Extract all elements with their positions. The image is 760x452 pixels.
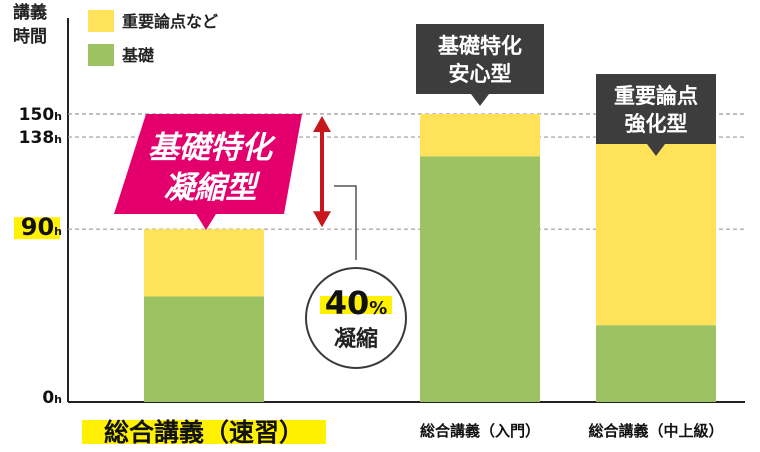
tick-highlight [14, 217, 60, 240]
category-label: 総合講義（中上級） [588, 422, 723, 440]
badge-leader-line [334, 185, 357, 260]
legend-label: 基礎 [121, 46, 155, 65]
category-highlight [82, 420, 326, 444]
callout-dark-text: 基礎特化 [438, 34, 522, 58]
callout-pink-text: 凝縮型 [164, 170, 261, 206]
callout-dark-box [416, 24, 544, 94]
y-tick-label: 150h [19, 105, 62, 125]
reduction-badge-circle [305, 267, 407, 369]
callout-dark-pointer [647, 144, 665, 156]
callout-dark-box [596, 74, 716, 144]
legend-swatch [88, 10, 114, 32]
y-tick-label: 90h [21, 213, 62, 241]
callout-pink-box [114, 114, 302, 214]
bar-segment [420, 114, 540, 157]
category-label: 総合講義（入門） [420, 422, 540, 440]
callout-pink-text: 基礎特化 [148, 130, 276, 166]
reduction-badge-value: 40% [325, 284, 388, 322]
y-axis-title: 時間 [13, 26, 47, 47]
reduction-arrow-head-up [313, 116, 331, 132]
callout-dark-text: 強化型 [625, 112, 688, 136]
legend-swatch [88, 44, 114, 66]
bar-segment [144, 229, 264, 297]
reduction-arrow-head-down [313, 211, 331, 228]
bar-segment [596, 137, 716, 326]
y-tick-label: 0h [42, 388, 62, 408]
reduction-badge-highlight [320, 296, 392, 314]
legend-label: 重要論点など [122, 12, 218, 31]
callout-dark-pointer [471, 94, 489, 106]
category-label: 総合講義（速習） [104, 418, 304, 447]
callout-dark-text: 安心型 [449, 62, 512, 86]
reduction-badge-label: 凝縮 [334, 326, 378, 352]
callout-dark-text: 重要論点 [614, 84, 698, 108]
y-axis-title: 講義 [13, 2, 47, 23]
bar-segment [420, 156, 540, 402]
y-tick-label: 138h [19, 128, 62, 148]
callout-pink-pointer [196, 214, 216, 230]
bar-segment [144, 296, 264, 402]
bar-segment [596, 325, 716, 402]
